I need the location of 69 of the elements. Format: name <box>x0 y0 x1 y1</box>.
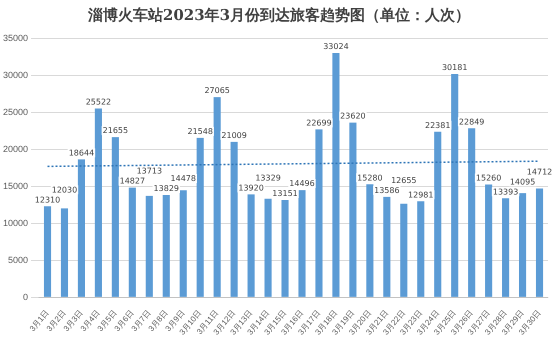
data-label: 25522 <box>86 98 112 107</box>
bar <box>366 184 374 297</box>
y-tick-label: 15000 <box>2 180 28 191</box>
bar <box>281 200 289 297</box>
data-label: 23620 <box>340 112 366 121</box>
data-label: 13586 <box>374 186 400 195</box>
data-label: 33024 <box>323 42 349 52</box>
data-label: 13329 <box>255 173 281 182</box>
data-label: 14827 <box>120 176 146 186</box>
data-label: 21655 <box>102 126 128 136</box>
data-label: 12310 <box>34 195 60 204</box>
data-label: 18644 <box>68 148 94 158</box>
bar <box>298 190 306 297</box>
bar <box>248 194 255 297</box>
data-label: 22699 <box>306 118 332 128</box>
data-label: 13393 <box>492 187 518 196</box>
bar <box>146 196 153 297</box>
data-label: 30181 <box>442 63 468 72</box>
bar <box>434 132 442 297</box>
y-tick-label: 0 <box>23 292 28 302</box>
y-tick-label: 25000 <box>2 106 28 117</box>
data-label: 15280 <box>357 173 383 182</box>
data-label: 14478 <box>170 174 196 184</box>
y-tick-label: 30000 <box>2 70 28 80</box>
bar <box>162 195 170 297</box>
bar <box>502 198 510 297</box>
bar <box>214 97 221 297</box>
bar <box>230 142 238 297</box>
data-label: 12981 <box>408 190 434 200</box>
y-tick-label: 35000 <box>2 32 28 43</box>
data-label: 13829 <box>154 184 179 194</box>
bar <box>332 53 340 297</box>
data-label: 15260 <box>476 174 502 183</box>
bar <box>518 193 526 297</box>
y-tick-label: 20000 <box>2 144 28 154</box>
data-label: 14095 <box>510 177 536 186</box>
bar <box>315 129 323 297</box>
bar <box>196 138 204 297</box>
bar <box>536 188 544 297</box>
data-label: 22381 <box>424 120 450 130</box>
bar <box>180 190 187 297</box>
bar <box>485 184 492 297</box>
data-label: 27065 <box>204 86 230 96</box>
data-label: 13713 <box>136 166 162 176</box>
bar <box>400 204 408 297</box>
bar <box>417 201 424 297</box>
data-label: 21548 <box>187 127 213 136</box>
data-label: 22849 <box>458 117 484 126</box>
bar <box>383 196 390 297</box>
y-tick-label: 10000 <box>2 218 28 228</box>
data-label: 12030 <box>52 185 78 194</box>
data-label: 13920 <box>238 183 264 192</box>
data-label: 14496 <box>289 179 315 188</box>
bar <box>349 122 356 297</box>
bar <box>128 188 136 297</box>
chart-title: 淄博火车站2023年3月份到达旅客趋势图（单位：人次） <box>86 5 472 26</box>
bar <box>468 128 476 297</box>
bar <box>78 159 86 297</box>
data-label: 12655 <box>391 176 417 185</box>
data-label: 14712 <box>526 167 552 176</box>
bar <box>264 198 272 297</box>
bar <box>94 108 102 297</box>
data-label: 21009 <box>221 130 247 140</box>
bar <box>112 137 119 297</box>
bar <box>44 206 52 297</box>
y-tick-label: 5000 <box>8 254 28 265</box>
bar <box>451 74 458 297</box>
bar <box>60 208 68 297</box>
data-label: 13151 <box>272 189 298 198</box>
